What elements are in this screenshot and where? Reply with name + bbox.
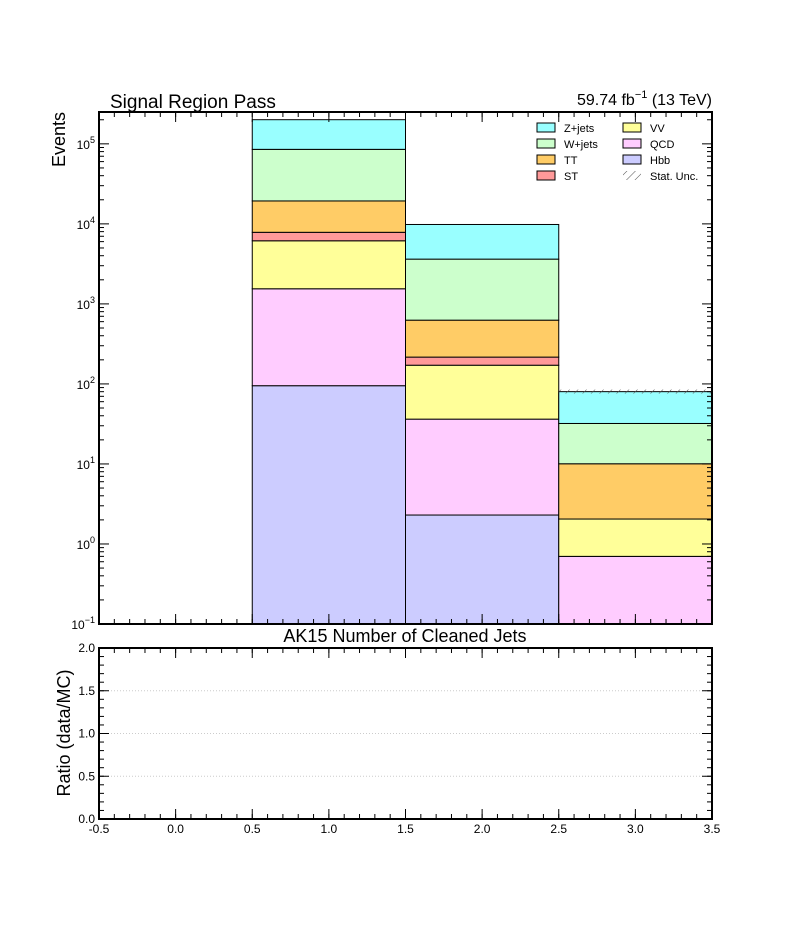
- stat-unc-band-bin-3: [558, 389, 712, 394]
- x-tick-label: 2.5: [550, 822, 567, 836]
- y-tick-label: 101: [77, 455, 95, 472]
- y-axis-label: Events: [49, 112, 69, 167]
- bar-hbb-bin-1: [251, 385, 406, 624]
- ratio-y-tick-label: 1.0: [78, 727, 95, 741]
- legend-swatch-w-jets: [536, 138, 556, 149]
- x-axis-label: AK15 Number of Cleaned Jets: [283, 626, 526, 646]
- bar-qcd-bin-3: [558, 555, 712, 624]
- stacked-bars: [251, 119, 712, 624]
- ratio-plot-frame: [98, 647, 713, 820]
- legend-label-tt: TT: [564, 155, 578, 167]
- x-tick-label: 3.5: [704, 822, 721, 836]
- x-tick-label: 1.5: [397, 822, 414, 836]
- legend-label-vv: VV: [650, 123, 665, 135]
- bar-vv-bin-3: [558, 518, 712, 557]
- bar-z-jets-bin-1: [251, 119, 406, 150]
- bar-vv-bin-2: [405, 364, 560, 420]
- x-tick-label: -0.5: [89, 822, 110, 836]
- ratio-y-tick-label: 0.5: [78, 769, 95, 783]
- ratio-axes: 0.00.51.01.52.0-0.5 0.0 0.5 1.0 1.5 2.0 2.5 3.0…: [78, 641, 720, 836]
- y-tick-label: 105: [77, 135, 95, 152]
- y-tick-label: 102: [77, 375, 95, 392]
- legend-swatch-hbb: [622, 154, 642, 165]
- legend-label-w-jets: W+jets: [564, 139, 598, 151]
- bar-w-jets-bin-1: [251, 148, 406, 202]
- legend-label-stat-unc: Stat. Unc.: [650, 171, 698, 183]
- luminosity-label: 59.74 fb−1 (13 TeV): [577, 89, 712, 109]
- legend-label-qcd: QCD: [650, 139, 675, 151]
- y-tick-label: 10−1: [71, 615, 95, 632]
- bar-w-jets-bin-2: [405, 258, 560, 321]
- legend-swatch-vv: [622, 122, 642, 133]
- x-tick-label: 3.0: [627, 822, 644, 836]
- bar-tt-bin-3: [558, 463, 712, 520]
- y-tick-label: 103: [77, 295, 95, 312]
- ratio-y-tick-label: 2.0: [78, 641, 95, 655]
- legend: Z+jets W+jets TT ST VV QCD Hbb Stat. Unc.: [536, 122, 698, 183]
- bar-vv-bin-1: [251, 240, 406, 290]
- legend-swatch-stat-unc: [623, 171, 641, 180]
- main-plot-frame: [98, 111, 713, 625]
- main-plot: 10−1 100 101 102 103 104 105 Events: [49, 111, 713, 632]
- bar-hbb-bin-2: [405, 514, 560, 624]
- chart-title: Signal Region Pass: [110, 92, 276, 113]
- bar-st-bin-2: [405, 356, 560, 366]
- bar-z-jets-bin-3: [558, 391, 712, 424]
- legend-label-st: ST: [564, 171, 578, 183]
- legend-swatch-qcd: [622, 138, 642, 149]
- ratio-y-tick-label: 1.5: [78, 684, 95, 698]
- x-tick-label: 0.5: [244, 822, 261, 836]
- ratio-y-tick-label: 0.0: [78, 812, 95, 826]
- ratio-plot: AK15 Number of Cleaned Jets 0.0 0.5 1.0 1.5…: [54, 626, 721, 836]
- bar-st-bin-1: [251, 231, 406, 242]
- ratio-y-axis-label: Ratio (data/MC): [54, 669, 74, 796]
- legend-label-hbb: Hbb: [650, 155, 670, 167]
- legend-label-z-jets: Z+jets: [564, 123, 595, 135]
- bar-qcd-bin-2: [405, 418, 560, 516]
- x-tick-label: 2.0: [474, 822, 491, 836]
- legend-swatch-tt: [536, 154, 556, 165]
- bar-w-jets-bin-3: [558, 422, 712, 465]
- bar-z-jets-bin-2: [405, 223, 560, 260]
- bar-qcd-bin-1: [251, 288, 406, 387]
- bar-tt-bin-1: [251, 200, 406, 233]
- x-tick-label: 0.0: [167, 822, 184, 836]
- y-tick-label: 104: [77, 215, 95, 232]
- bar-tt-bin-2: [405, 319, 560, 358]
- y-tick-label: 100: [77, 535, 95, 552]
- x-tick-label: 1.0: [321, 822, 338, 836]
- legend-swatch-z-jets: [536, 122, 556, 133]
- legend-swatch-st: [536, 170, 556, 181]
